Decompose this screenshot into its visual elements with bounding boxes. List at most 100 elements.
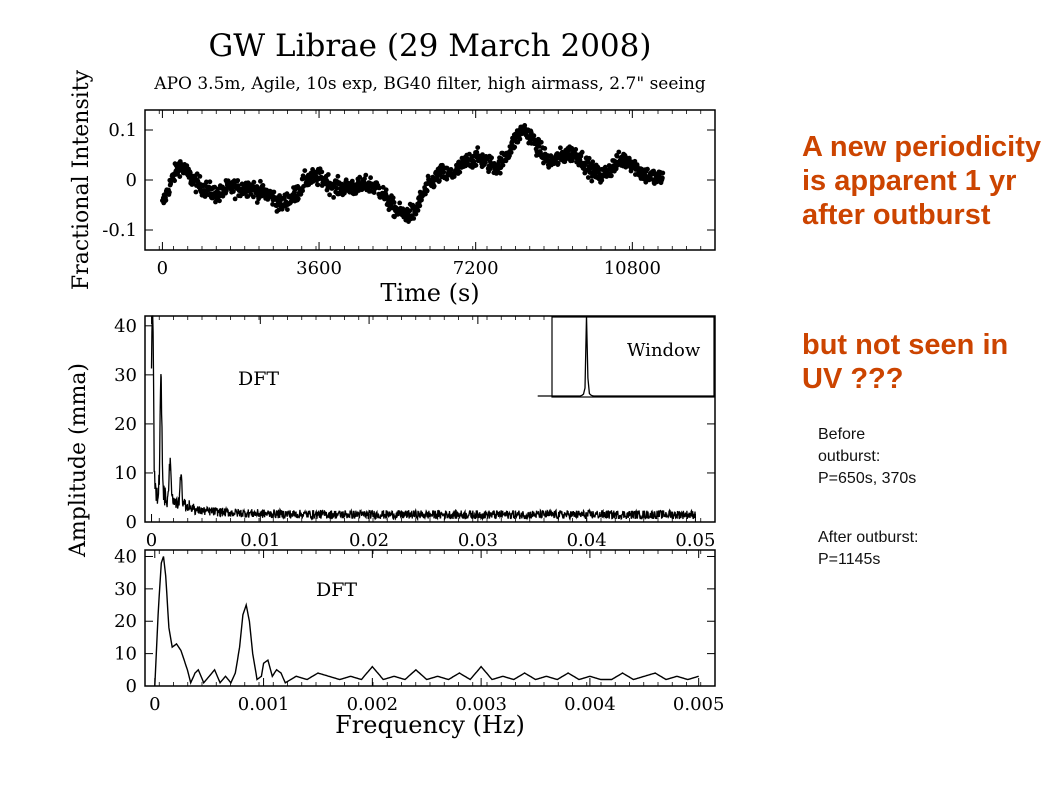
- light-curve-point: [163, 197, 169, 203]
- light-curve-point: [331, 195, 336, 200]
- light-curve-point: [315, 182, 321, 188]
- light-curve-xtick-label: 10800: [604, 258, 661, 279]
- light-curve-point: [660, 175, 665, 181]
- light-curve-point: [371, 190, 377, 196]
- light-curve-point: [457, 169, 463, 175]
- light-curve-point: [415, 208, 421, 213]
- light-curve-point: [235, 178, 241, 183]
- light-curve-point: [172, 178, 178, 184]
- dft-wide-xtick-label: 0.02: [349, 530, 389, 551]
- light-curve-point: [376, 185, 382, 191]
- dft-wide-ytick-label: 20: [114, 414, 137, 435]
- light-curve-point: [368, 175, 373, 181]
- light-curve-point: [349, 178, 355, 184]
- dft-wide-xtick-label: 0.04: [567, 530, 607, 551]
- light-curve-xtick-label: 0: [157, 258, 168, 279]
- dft-zoom-label: DFT: [316, 579, 357, 601]
- light-curve-point: [407, 208, 413, 214]
- light-curve-point: [411, 216, 417, 221]
- light-curve-point: [475, 145, 481, 151]
- light-curve-point: [660, 170, 666, 176]
- light-curve-point: [300, 188, 305, 194]
- light-curve-point: [579, 149, 585, 155]
- light-curve-point: [187, 170, 193, 176]
- light-curve-point: [342, 190, 347, 196]
- light-curve-point: [327, 192, 332, 198]
- dft-zoom-xlabel: Frequency (Hz): [335, 711, 525, 739]
- light-curve-point: [217, 198, 222, 204]
- light-curve-point: [645, 166, 650, 172]
- light-curve-point: [500, 162, 506, 168]
- question-note: but not seen in UV ???: [802, 329, 1009, 395]
- dft-zoom-ytick-label: 10: [114, 644, 137, 665]
- light-curve-point: [215, 186, 221, 192]
- light-curve-point: [585, 175, 591, 180]
- light-curve-point: [467, 151, 472, 157]
- light-curve-point: [271, 189, 277, 195]
- light-curve-point: [437, 178, 442, 184]
- light-curve-point: [207, 179, 213, 185]
- dft-zoom-xtick-label: 0.003: [455, 694, 507, 715]
- light-curve-point: [538, 139, 544, 145]
- light-curve-point: [616, 149, 622, 155]
- light-curve-point: [573, 147, 579, 152]
- light-curve-ytick-label: -0.1: [102, 220, 137, 241]
- window-inset: [551, 316, 715, 398]
- light-curve-point: [363, 172, 369, 178]
- light-curve-point: [167, 189, 172, 195]
- dft-zoom-xtick-label: 0: [149, 694, 160, 715]
- light-curve-point: [232, 196, 238, 202]
- light-curve-point: [431, 183, 437, 189]
- light-curve-point: [473, 162, 479, 168]
- light-curve-point: [599, 177, 605, 183]
- dft-zoom-xtick-label: 0.002: [347, 694, 399, 715]
- light-curve-point: [231, 189, 236, 194]
- dft-zoom-xtick-label: 0.004: [564, 694, 616, 715]
- light-curve-point: [555, 160, 561, 166]
- light-curve-point: [558, 145, 563, 151]
- light-curve-point: [508, 150, 514, 155]
- light-curve-point: [589, 178, 595, 184]
- window-inset-label: Window: [627, 340, 701, 361]
- light-curve-point: [362, 176, 367, 182]
- dft-zoom-ytick-label: 0: [126, 676, 137, 697]
- light-curve-point: [474, 149, 480, 155]
- light-curve-point: [390, 195, 396, 201]
- light-curve-point: [441, 169, 447, 175]
- light-curve-point: [609, 173, 614, 179]
- light-curve-point: [577, 157, 583, 163]
- light-curve-point: [335, 173, 341, 179]
- light-curve-point: [590, 159, 596, 165]
- light-curve-point: [517, 136, 523, 142]
- light-curve-point: [251, 194, 256, 200]
- light-curve-point: [542, 146, 548, 151]
- headline-note: A new periodicity is apparent 1 yr after…: [802, 131, 1042, 231]
- dft-zoom-xtick-label: 0.005: [673, 694, 725, 715]
- light-curve-xtick-label: 3600: [296, 258, 342, 279]
- light-curve-point: [531, 133, 537, 139]
- dft-wide-line: [150, 315, 697, 522]
- light-curve-point: [193, 189, 199, 195]
- dft-zoom-ytick-label: 40: [114, 546, 137, 567]
- light-curve-point: [391, 200, 397, 205]
- figure-title: GW Librae (29 March 2008): [209, 28, 652, 64]
- light-curve-point: [413, 211, 419, 217]
- light-curve-point: [512, 144, 518, 150]
- light-curve-point: [325, 172, 331, 177]
- light-curve-point: [383, 187, 389, 193]
- dft-wide-label: DFT: [238, 368, 279, 390]
- light-curve-point: [397, 200, 403, 206]
- light-curve-point: [357, 174, 363, 180]
- light-curve-point: [177, 174, 183, 180]
- light-curve-ylabel: Fractional Intensity: [69, 69, 94, 290]
- light-curve-point: [586, 155, 592, 161]
- light-curve-point: [569, 145, 575, 151]
- dft-zoom-xtick-label: 0.001: [238, 694, 290, 715]
- light-curve-point: [626, 155, 632, 161]
- dft-ylabel: Amplitude (mma): [66, 363, 91, 558]
- light-curve-point: [448, 167, 454, 172]
- light-curve-point: [419, 197, 424, 203]
- dft-zoom-ytick-label: 30: [114, 579, 137, 600]
